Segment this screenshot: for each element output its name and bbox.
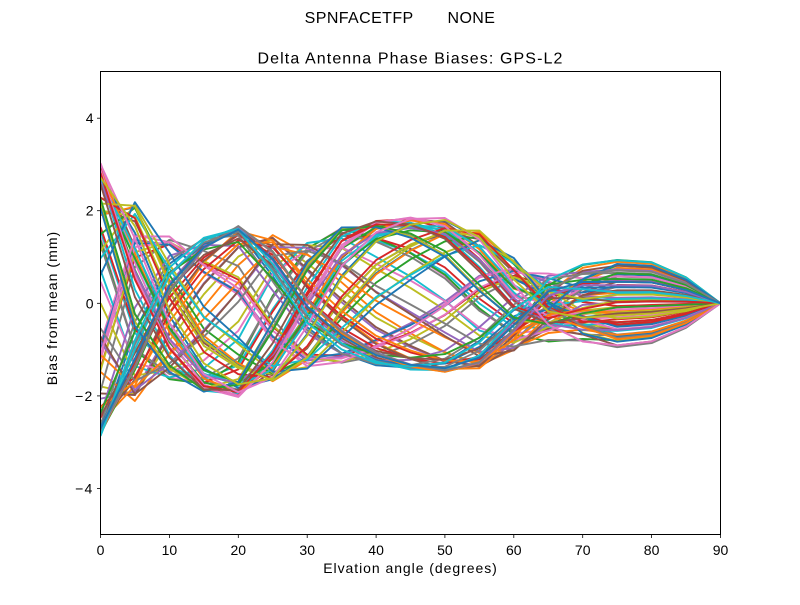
svg-text:20: 20 xyxy=(231,542,247,558)
svg-text:0: 0 xyxy=(97,542,105,558)
svg-text:80: 80 xyxy=(644,542,660,558)
svg-text:Delta Antenna Phase Biases: GP: Delta Antenna Phase Biases: GPS-L2 xyxy=(257,51,563,68)
svg-text:50: 50 xyxy=(437,542,453,558)
svg-text:2: 2 xyxy=(86,203,94,219)
svg-text:−2: −2 xyxy=(75,388,93,404)
svg-text:0: 0 xyxy=(86,295,94,311)
svg-text:4: 4 xyxy=(86,110,94,126)
svg-text:70: 70 xyxy=(575,542,591,558)
svg-text:SPNFACETFP NONE: SPNFACETFP NONE xyxy=(305,10,496,27)
svg-text:Elvation angle (degrees): Elvation angle (degrees) xyxy=(323,560,498,576)
svg-text:90: 90 xyxy=(713,542,729,558)
svg-text:−4: −4 xyxy=(75,480,93,496)
svg-text:Bias from mean (mm): Bias from mean (mm) xyxy=(44,231,60,386)
svg-text:60: 60 xyxy=(506,542,522,558)
svg-text:30: 30 xyxy=(299,542,315,558)
svg-text:10: 10 xyxy=(162,542,178,558)
svg-text:40: 40 xyxy=(368,542,384,558)
